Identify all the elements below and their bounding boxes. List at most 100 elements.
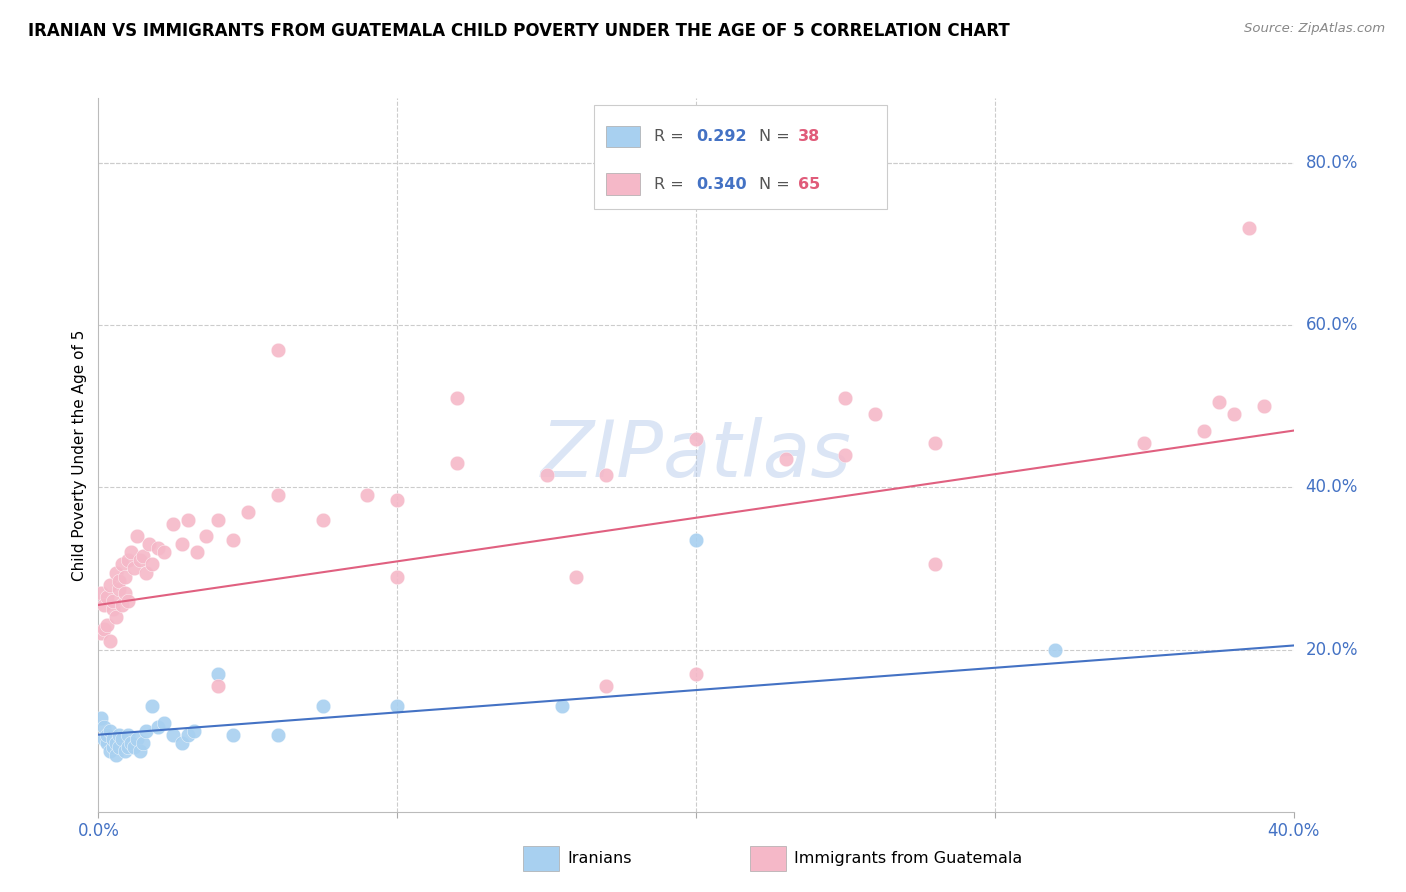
Point [98,723,122,738]
Point [96,618,118,632]
Point [127,731,149,746]
Text: 80.0%: 80.0% [1305,154,1358,172]
Point [90,626,112,640]
Point [103,594,125,608]
Point [129,744,152,758]
Point [129,553,152,567]
Point [536,468,558,483]
Point [117,728,139,742]
Text: N =: N = [759,177,796,192]
Point [685,533,707,547]
Point [1208,395,1230,409]
Point [148,541,170,556]
Point [775,452,797,467]
Point [103,602,125,616]
Point [90,586,112,600]
Point [103,731,125,746]
Point [222,533,245,547]
Point [446,391,468,405]
Text: N =: N = [759,129,796,145]
Point [1237,220,1260,235]
Point [135,723,157,738]
Point [311,513,333,527]
Point [267,488,290,502]
Point [685,432,707,446]
Point [186,545,208,559]
Point [105,736,128,750]
Text: 0.340: 0.340 [696,177,747,192]
Point [114,744,136,758]
Point [127,529,149,543]
Text: Immigrants from Guatemala: Immigrants from Guatemala [794,851,1022,865]
Point [93,622,115,636]
Point [1192,424,1215,438]
Point [98,634,122,648]
Point [385,569,409,583]
Point [172,736,194,750]
Point [1253,399,1275,413]
Point [685,666,707,681]
Point [105,610,128,624]
Point [834,448,856,462]
Point [207,513,229,527]
Text: Iranians: Iranians [567,851,631,865]
Text: 40.0%: 40.0% [1305,478,1358,496]
Point [177,728,200,742]
Point [108,574,131,588]
Point [162,728,184,742]
Point [96,736,118,750]
Point [98,744,122,758]
Point [108,582,131,596]
Point [446,456,468,470]
Point [124,561,146,575]
Point [183,723,205,738]
Text: R =: R = [654,177,689,192]
Point [138,537,160,551]
Point [1223,408,1246,422]
Point [153,715,176,730]
Text: 60.0%: 60.0% [1305,316,1358,334]
Point [1043,642,1066,657]
Point [207,666,229,681]
Point [148,720,170,734]
Point [114,569,136,583]
Point [865,408,887,422]
Point [565,569,588,583]
FancyBboxPatch shape [523,846,558,871]
Point [96,590,118,604]
Text: 20.0%: 20.0% [1305,640,1358,658]
Point [93,731,115,746]
Point [120,736,142,750]
Point [267,728,290,742]
Point [117,553,139,567]
Point [834,391,856,405]
Point [194,529,218,543]
Point [108,739,131,754]
Text: 0.292: 0.292 [696,129,747,145]
Point [595,679,617,693]
Point [132,549,155,564]
Point [105,747,128,762]
FancyBboxPatch shape [749,846,786,871]
Point [207,679,229,693]
Point [135,566,157,580]
Point [924,558,946,572]
Point [114,586,136,600]
Point [111,731,134,746]
Point [177,513,200,527]
Text: 38: 38 [797,129,820,145]
Point [96,728,118,742]
Point [117,594,139,608]
Text: 65: 65 [797,177,820,192]
Point [385,699,409,714]
Text: ZIPatlas: ZIPatlas [540,417,852,493]
Point [550,699,572,714]
Point [356,488,378,502]
Text: IRANIAN VS IMMIGRANTS FROM GUATEMALA CHILD POVERTY UNDER THE AGE OF 5 CORRELATIO: IRANIAN VS IMMIGRANTS FROM GUATEMALA CHI… [28,22,1010,40]
Point [111,558,134,572]
Point [98,577,122,591]
Point [267,343,290,357]
Text: R =: R = [654,129,689,145]
Point [124,739,146,754]
Point [222,728,245,742]
